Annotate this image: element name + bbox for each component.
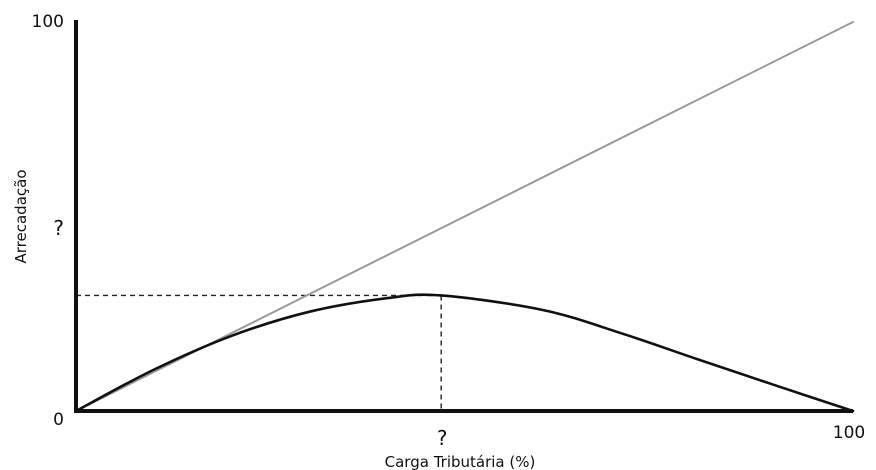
- laffer-curve: [74, 293, 855, 413]
- x-axis-title: Carga Tributária (%): [385, 453, 536, 470]
- x-tick-label-100: 100: [833, 423, 865, 443]
- y-axis-title: Arrecadação: [12, 170, 30, 264]
- series-group: [74, 21, 855, 413]
- x-tick-label-question: ?: [437, 426, 448, 450]
- tick-labels: 0 ? 100 ? 100: [32, 12, 866, 450]
- guide-lines: [76, 294, 442, 411]
- y-tick-label-question: ?: [53, 216, 64, 240]
- y-tick-label-100: 100: [32, 12, 64, 32]
- axes: [74, 20, 853, 413]
- y-tick-label-0: 0: [53, 410, 64, 430]
